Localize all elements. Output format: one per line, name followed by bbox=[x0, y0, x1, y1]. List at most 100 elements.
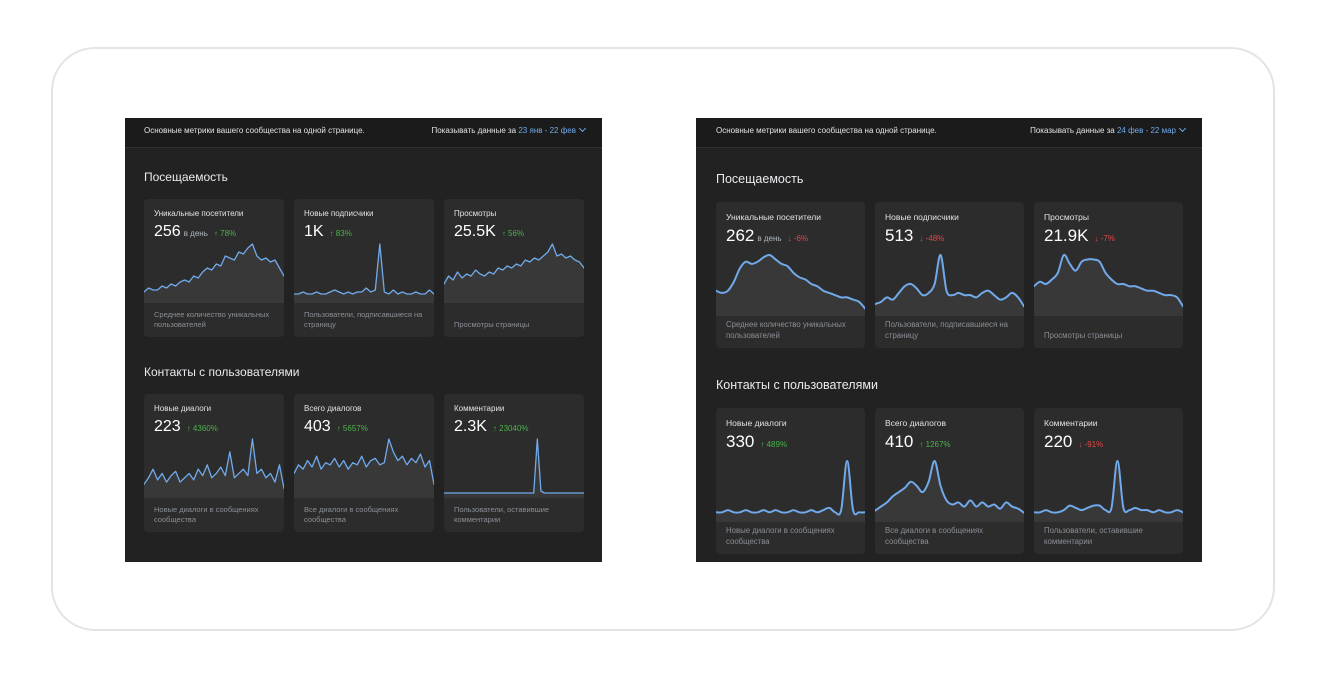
sparkline-chart bbox=[1034, 252, 1183, 316]
date-range-selector[interactable]: Показывать данные за 23 янв - 22 фев bbox=[431, 124, 587, 135]
chevron-down-icon bbox=[1178, 124, 1187, 133]
sparkline-area bbox=[444, 244, 584, 303]
sparkline-chart bbox=[875, 458, 1024, 522]
sparkline-area bbox=[1034, 254, 1183, 316]
card-title: Комментарии bbox=[1044, 418, 1098, 428]
section-title-contacts: Контакты с пользователями bbox=[144, 365, 300, 379]
sparkline-chart bbox=[444, 436, 584, 498]
section-title-contacts: Контакты с пользователями bbox=[716, 378, 878, 392]
card-change: ↑ 5657% bbox=[336, 424, 368, 433]
card-value: 403 bbox=[304, 418, 331, 435]
metric-card-comments[interactable]: Комментарии 2.3K ↑ 23040% Пользователи, о… bbox=[444, 394, 584, 532]
sparkline-line bbox=[444, 244, 584, 284]
card-title: Уникальные посетители bbox=[726, 212, 821, 222]
card-description: Новые диалоги в сообщениях сообщества bbox=[154, 505, 259, 525]
card-change: ↑ 56% bbox=[501, 229, 525, 238]
section-title-traffic: Посещаемость bbox=[144, 170, 228, 184]
card-change: ↓ -48% bbox=[919, 234, 945, 243]
card-title: Всего диалогов bbox=[304, 404, 362, 413]
card-description: Пользователи, подписавшиеся на страницу bbox=[304, 310, 423, 330]
sparkline-line bbox=[144, 244, 284, 292]
sparkline-chart bbox=[144, 436, 284, 498]
card-description: Все диалоги в сообщениях сообщества bbox=[885, 526, 984, 546]
card-value: 2.3K bbox=[454, 418, 487, 435]
section-title-traffic: Посещаемость bbox=[716, 172, 804, 186]
card-value: 262 bbox=[726, 226, 755, 245]
card-change: ↑ 78% bbox=[213, 229, 237, 238]
sparkline-chart bbox=[716, 252, 865, 316]
sparkline-line bbox=[294, 244, 434, 294]
sparkline-line bbox=[294, 439, 434, 484]
sparkline-area bbox=[716, 254, 865, 316]
sparkline-area bbox=[875, 254, 1024, 316]
sparkline-chart bbox=[144, 241, 284, 303]
card-value: 410 bbox=[885, 432, 914, 451]
card-title: Просмотры bbox=[1044, 212, 1089, 222]
card-value: 223 bbox=[154, 418, 181, 435]
sparkline-line bbox=[716, 255, 865, 309]
card-title: Уникальные посетители bbox=[154, 209, 244, 218]
sparkline-line bbox=[716, 461, 865, 515]
card-title: Комментарии bbox=[454, 404, 505, 413]
metric-card-views[interactable]: Просмотры 21.9K ↓ -7% Просмотры страницы bbox=[1034, 202, 1183, 348]
panel-header: Основные метрики вашего сообщества на од… bbox=[696, 118, 1202, 148]
chevron-down-icon bbox=[578, 124, 587, 133]
stats-panel-right: Основные метрики вашего сообщества на од… bbox=[696, 118, 1202, 562]
sparkline-area bbox=[875, 460, 1024, 522]
sparkline-line bbox=[1034, 461, 1183, 513]
sparkline-line bbox=[875, 461, 1024, 513]
date-range-label: Показывать данные за bbox=[1030, 126, 1115, 135]
card-change: ↓ -6% bbox=[787, 234, 809, 243]
metric-card-new-dialogs[interactable]: Новые диалоги 223 ↑ 4360% Новые диалоги в… bbox=[144, 394, 284, 532]
card-value: 1K bbox=[304, 223, 324, 240]
card-value: 25.5K bbox=[454, 223, 496, 240]
sparkline-chart bbox=[1034, 458, 1183, 522]
card-change: ↓ -7% bbox=[1094, 234, 1115, 243]
metric-card-unique-visitors[interactable]: Уникальные посетители 262 в день ↓ -6% Сре… bbox=[716, 202, 865, 348]
card-description: Пользователи, оставившие комментарии bbox=[1044, 526, 1143, 546]
sparkline-chart bbox=[875, 252, 1024, 316]
card-change: ↓ -91% bbox=[1078, 440, 1104, 449]
card-description: Среднее количество уникальных пользовате… bbox=[726, 320, 846, 340]
sparkline-line bbox=[875, 255, 1024, 306]
sparkline-chart bbox=[444, 241, 584, 303]
sparkline-area bbox=[144, 244, 284, 303]
card-description: Просмотры страницы bbox=[1044, 331, 1123, 340]
sparkline-area bbox=[294, 439, 434, 498]
metric-card-new-subscribers[interactable]: Новые подписчики 513 ↓ -48% Пользователи,… bbox=[875, 202, 1024, 348]
card-value: 256 bbox=[154, 223, 181, 240]
card-title: Просмотры bbox=[454, 209, 497, 218]
card-title: Всего диалогов bbox=[885, 418, 947, 428]
date-range-label: Показывать данные за bbox=[431, 126, 517, 135]
metric-card-new-subscribers[interactable]: Новые подписчики 1K ↑ 83% Пользователи, п… bbox=[294, 199, 434, 337]
card-description: Новые диалоги в сообщениях сообщества bbox=[726, 526, 835, 546]
card-change: ↑ 489% bbox=[760, 440, 788, 449]
card-description: Просмотры страницы bbox=[454, 320, 530, 329]
metric-card-total-dialogs[interactable]: Всего диалогов 410 ↑ 1267% Все диалоги в … bbox=[875, 408, 1024, 554]
card-value: 330 bbox=[726, 432, 755, 451]
header-description: Основные метрики вашего сообщества на од… bbox=[716, 126, 937, 135]
stats-panel-left: Основные метрики вашего сообщества на од… bbox=[125, 118, 602, 562]
header-description: Основные метрики вашего сообщества на од… bbox=[144, 126, 365, 135]
card-value: 513 bbox=[885, 226, 914, 245]
card-description: Все диалоги в сообщениях сообщества bbox=[304, 505, 399, 525]
sparkline-line bbox=[1034, 255, 1183, 306]
metric-card-views[interactable]: Просмотры 25.5K ↑ 56% Просмотры страницы bbox=[444, 199, 584, 337]
sparkline-chart bbox=[716, 458, 865, 522]
date-range-selector[interactable]: Показывать данные за 24 фев - 22 мар bbox=[1030, 124, 1187, 135]
card-value: 220 bbox=[1044, 432, 1073, 451]
date-range-value: 24 фев - 22 мар bbox=[1116, 126, 1176, 135]
sparkline-area bbox=[716, 461, 865, 522]
panel-header: Основные метрики вашего сообщества на од… bbox=[125, 118, 602, 148]
card-title: Новые диалоги bbox=[726, 418, 787, 428]
sparkline-line bbox=[444, 439, 584, 493]
metric-card-new-dialogs[interactable]: Новые диалоги 330 ↑ 489% Новые диалоги в … bbox=[716, 408, 865, 554]
sparkline-area bbox=[144, 439, 284, 498]
metric-card-unique-visitors[interactable]: Уникальные посетители 256 в день ↑ 78% Сре… bbox=[144, 199, 284, 337]
card-description: Среднее количество уникальных пользовате… bbox=[154, 310, 270, 330]
card-change: ↑ 23040% bbox=[492, 424, 529, 433]
metric-card-total-dialogs[interactable]: Всего диалогов 403 ↑ 5657% Все диалоги в … bbox=[294, 394, 434, 532]
date-range-value: 23 янв - 22 фев bbox=[518, 126, 576, 135]
metric-card-comments[interactable]: Комментарии 220 ↓ -91% Пользователи, оста… bbox=[1034, 408, 1183, 554]
sparkline-line bbox=[144, 439, 284, 489]
